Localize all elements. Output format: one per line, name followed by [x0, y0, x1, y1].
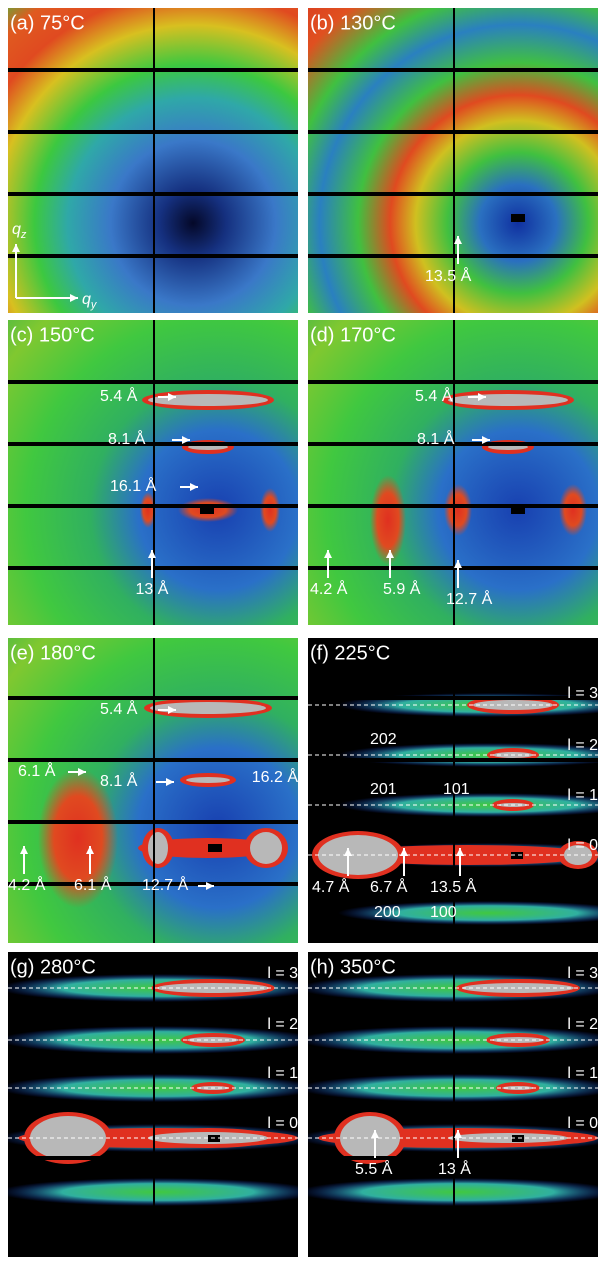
annotation: 5.4 Å	[100, 386, 138, 405]
annotation: l = 0	[567, 1115, 598, 1132]
annotation: 8.1 Å	[417, 429, 455, 448]
annotation: 6.1 Å	[18, 761, 56, 780]
detector-gap	[153, 952, 155, 1257]
ring	[340, 1116, 400, 1160]
annotation: 201	[370, 781, 397, 798]
panel-label: (c) 150°C	[10, 324, 95, 346]
annotation: 4.2 Å	[8, 875, 46, 894]
detector-gap	[453, 320, 455, 625]
annotation: 12.7 Å	[446, 589, 493, 608]
axis-symbol: q	[82, 291, 91, 308]
panel: (h) 350°C l = 3 l = 2 l = 1 l = 0 5.5 Å 13 Å	[298, 952, 600, 1257]
panel-label: (h) 350°C	[310, 956, 396, 978]
annotation: 5.4 Å	[100, 699, 138, 718]
annotation: l = 2	[267, 1016, 298, 1033]
beamstop	[208, 844, 222, 852]
page: {"panels": [ {"label": "(a) 75°C", "axes…	[0, 0, 600, 1259]
annotation: 5.5 Å	[355, 1159, 393, 1178]
annotation: l = 1	[267, 1065, 298, 1082]
panel: (e) 180°C 5.4 Å 8.1 Å 6.1 Å 16.2 Å 4.2 Å 6.1 Å…	[8, 638, 298, 943]
panel-label: (d) 170°C	[310, 324, 396, 346]
panel: (g) 280°C l = 3 l = 2 l = 1 l = 0	[0, 952, 318, 1257]
peak	[444, 484, 472, 536]
annotation: 8.1 Å	[108, 429, 146, 448]
annotation: 13.5 Å	[430, 877, 477, 896]
figure: (a) 75°Cqzqy(b) 130°C13.5 Å(c) 150°C5.4 …	[0, 0, 600, 1259]
streak	[0, 1178, 318, 1206]
detector-gap	[153, 638, 155, 943]
annotation: l = 3	[267, 965, 298, 982]
annotation: 13 Å	[136, 579, 169, 598]
annotation: 13.5 Å	[425, 266, 472, 285]
annotation: l = 1	[567, 787, 598, 804]
panel: (f) 225°C l = 3 l = 2 l = 1 l = 0 202 201 101 4.…	[308, 638, 600, 943]
annotation: l = 2	[567, 1016, 598, 1033]
annotation: 200	[374, 904, 401, 921]
annotation: 12.7 Å	[142, 875, 189, 894]
beamstop	[511, 214, 525, 222]
annotation: 4.7 Å	[312, 877, 350, 896]
panel-label: (f) 225°C	[310, 642, 390, 664]
panel: (d) 170°C 5.4 Å 8.1 Å 4.2 Å 5.9 Å 12.7 Å	[308, 320, 598, 625]
annotation: 6.1 Å	[74, 875, 112, 894]
detector-gap	[453, 952, 455, 1257]
annotation: l = 2	[567, 737, 598, 754]
annotation: 101	[443, 781, 470, 798]
panel: (c) 150°C 5.4 Å 8.1 Å 16.1 Å 13 Å	[8, 320, 298, 625]
annotation: 4.2 Å	[310, 579, 348, 598]
detector-gap	[153, 320, 155, 625]
ring	[150, 702, 266, 714]
annotation: l = 0	[567, 837, 598, 854]
annotation: l = 1	[567, 1065, 598, 1082]
annotation: 5.4 Å	[415, 386, 453, 405]
annotation: l = 0	[267, 1115, 298, 1132]
panel-label: (e) 180°C	[10, 642, 96, 664]
panel-label: (b) 130°C	[310, 12, 396, 34]
peak	[559, 484, 587, 536]
panel-label: (g) 280°C	[10, 956, 96, 978]
annotation: l = 3	[567, 965, 598, 982]
ring	[448, 394, 568, 406]
annotation: 100	[430, 904, 457, 921]
ring	[186, 777, 230, 783]
annotation: 13 Å	[438, 1159, 471, 1178]
ring	[250, 832, 282, 864]
ring	[148, 832, 168, 864]
axis-symbol: q	[12, 221, 21, 238]
annotation: 16.2 Å	[252, 767, 299, 786]
ring	[148, 394, 268, 406]
peak	[370, 475, 406, 565]
panel-label: (a) 75°C	[10, 12, 85, 34]
annotation: 16.1 Å	[110, 476, 157, 495]
detector-gap	[153, 8, 155, 313]
axis-subscript: z	[20, 229, 27, 241]
annotation: 5.9 Å	[383, 579, 421, 598]
peak	[260, 488, 280, 532]
annotation: l = 3	[567, 685, 598, 702]
annotation: 8.1 Å	[100, 771, 138, 790]
annotation: 202	[370, 731, 397, 748]
annotation: 6.7 Å	[370, 877, 408, 896]
